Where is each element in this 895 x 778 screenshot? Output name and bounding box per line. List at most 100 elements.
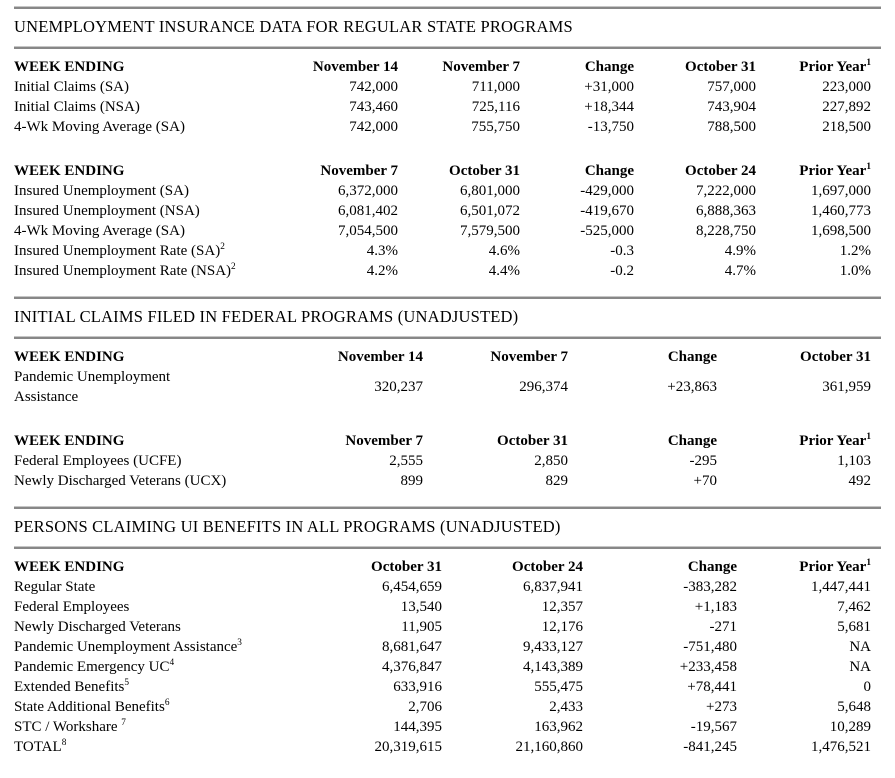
cell-value: 144,395 <box>393 719 442 735</box>
cell-value: 7,054,500 <box>338 223 398 239</box>
footnote-marker: 3 <box>237 638 242 648</box>
row-label: Newly Discharged Veterans <box>14 619 181 635</box>
table-row: Federal Employees 13,540 12,357 +1,183 7,462 <box>14 597 871 617</box>
section-title-persons-claiming: PERSONS CLAIMING UI BENEFITS IN ALL PROG… <box>14 517 561 536</box>
cell-value: 2,555 <box>389 453 423 469</box>
table-row: Insured Unemployment (SA) 6,372,000 6,801,… <box>14 181 871 201</box>
row-label: Initial Claims (NSA) <box>14 99 140 115</box>
cell-value: 4.6% <box>488 243 520 259</box>
divider-rule <box>14 296 881 299</box>
row-label: Federal Employees <box>14 599 130 615</box>
footnote-marker: 1 <box>866 58 871 68</box>
cell-value: +1,183 <box>694 599 737 615</box>
row-label: STC / Workshare 7 <box>14 718 126 735</box>
section-title-federal-programs: INITIAL CLAIMS FILED IN FEDERAL PROGRAMS… <box>14 307 519 326</box>
table-row: STC / Workshare 7 144,395 163,962 -19,567 10… <box>14 717 871 737</box>
divider-rule <box>14 336 881 339</box>
cell-value: 296,374 <box>519 379 568 395</box>
table-row: Pandemic Unemployment Assistance 320,237 2… <box>14 367 871 407</box>
cell-value: 1,103 <box>837 453 871 469</box>
table-header-row: WEEK ENDING November 14 November 7 Change Oc… <box>14 57 871 77</box>
cell-value: 163,962 <box>534 719 583 735</box>
cell-value: 829 <box>545 473 569 489</box>
cell-value: -841,245 <box>683 739 737 755</box>
cell-value: 755,750 <box>471 119 520 135</box>
all-programs-benefits-table: WEEK ENDING October 31 October 24 Change Pri… <box>14 557 871 757</box>
footnote-marker: 1 <box>866 162 871 172</box>
column-header: November 7 <box>320 163 398 179</box>
row-label: 4-Wk Moving Average (SA) <box>14 119 185 135</box>
cell-value: 223,000 <box>822 79 871 95</box>
table-row: Insured Unemployment Rate (NSA)2 4.2% 4.4%… <box>14 261 871 281</box>
cell-value: 7,222,000 <box>696 183 756 199</box>
cell-value: 4,376,847 <box>382 659 442 675</box>
table-row: Insured Unemployment Rate (SA)2 4.3% 4.6% -… <box>14 241 871 261</box>
cell-value: +70 <box>693 473 717 489</box>
pandemic-unemployment-assistance-table: WEEK ENDING November 14 November 7 Change Oc… <box>14 347 871 407</box>
cell-value: 1,460,773 <box>811 203 871 219</box>
cell-value: 218,500 <box>822 119 871 135</box>
column-header: Change <box>584 59 634 75</box>
cell-value: -429,000 <box>580 183 634 199</box>
section-federal-programs: INITIAL CLAIMS FILED IN FEDERAL PROGRAMS… <box>14 296 881 491</box>
week-ending-header: WEEK ENDING <box>14 433 125 449</box>
column-header: October 24 <box>512 559 583 575</box>
divider-rule <box>14 46 881 49</box>
cell-value: -525,000 <box>580 223 634 239</box>
footnote-marker: 6 <box>164 698 170 708</box>
column-header: Change <box>667 433 717 449</box>
table-row: Insured Unemployment (NSA) 6,081,402 6,501… <box>14 201 871 221</box>
table-header-row: WEEK ENDING October 31 October 24 Change Pri… <box>14 557 871 577</box>
footnote-marker: 1 <box>866 558 871 568</box>
row-label: 4-Wk Moving Average (SA) <box>14 223 185 239</box>
row-label: Newly Discharged Veterans (UCX) <box>14 473 227 489</box>
column-header: November 7 <box>442 59 520 75</box>
footnote-marker: 7 <box>121 718 126 728</box>
divider-rule <box>14 506 881 509</box>
week-ending-header: WEEK ENDING <box>14 559 125 575</box>
cell-value: 4,143,389 <box>523 659 583 675</box>
cell-value: 1,697,000 <box>811 183 871 199</box>
cell-value: 1,698,500 <box>811 223 871 239</box>
cell-value: 2,706 <box>408 699 442 715</box>
table-row: Initial Claims (SA) 742,000 711,000 +31,000… <box>14 77 871 97</box>
cell-value: 1,476,521 <box>811 739 871 755</box>
footnote-marker: 2 <box>220 242 225 252</box>
cell-value: -0.2 <box>610 263 634 279</box>
week-ending-header: WEEK ENDING <box>14 59 125 75</box>
column-header: November 7 <box>490 349 568 365</box>
cell-value: -271 <box>709 619 738 635</box>
table-row: State Additional Benefits6 2,706 2,433 +273… <box>14 697 871 717</box>
cell-value: 6,454,659 <box>382 579 442 595</box>
cell-value: 11,905 <box>401 619 442 635</box>
cell-value: 743,460 <box>349 99 398 115</box>
column-header: Change <box>687 559 737 575</box>
column-header: November 14 <box>312 59 398 75</box>
cell-value: +233,458 <box>679 659 737 675</box>
cell-value: 742,000 <box>349 79 398 95</box>
section-persons-claiming: PERSONS CLAIMING UI BENEFITS IN ALL PROG… <box>14 506 881 757</box>
row-label: Insured Unemployment Rate (NSA)2 <box>14 262 236 279</box>
cell-value: 6,372,000 <box>338 183 398 199</box>
section-state-programs: UNEMPLOYMENT INSURANCE DATA FOR REGULAR … <box>14 6 881 281</box>
cell-value: 21,160,860 <box>515 739 584 755</box>
cell-value: 10,289 <box>829 719 871 735</box>
table-row: Newly Discharged Veterans 11,905 12,176 -27… <box>14 617 871 637</box>
row-label: Insured Unemployment (SA) <box>14 183 189 199</box>
cell-value: 555,475 <box>534 679 583 695</box>
cell-value: 4.3% <box>366 243 398 259</box>
week-ending-header: WEEK ENDING <box>14 163 125 179</box>
column-header: October 31 <box>800 349 871 365</box>
cell-value: 1.2% <box>839 243 871 259</box>
cell-value: 633,916 <box>393 679 442 695</box>
cell-value: -13,750 <box>587 119 634 135</box>
cell-value: -19,567 <box>690 719 737 735</box>
footnote-marker: 4 <box>169 658 175 668</box>
column-header: Change <box>584 163 634 179</box>
cell-value: +78,441 <box>687 679 737 695</box>
row-label: Extended Benefits5 <box>14 678 130 695</box>
row-label: State Additional Benefits6 <box>14 698 170 715</box>
table-row: Extended Benefits5 633,916 555,475 +78,441 0 <box>14 677 871 697</box>
row-label: Insured Unemployment Rate (SA)2 <box>14 242 225 259</box>
cell-value: 757,000 <box>707 79 756 95</box>
